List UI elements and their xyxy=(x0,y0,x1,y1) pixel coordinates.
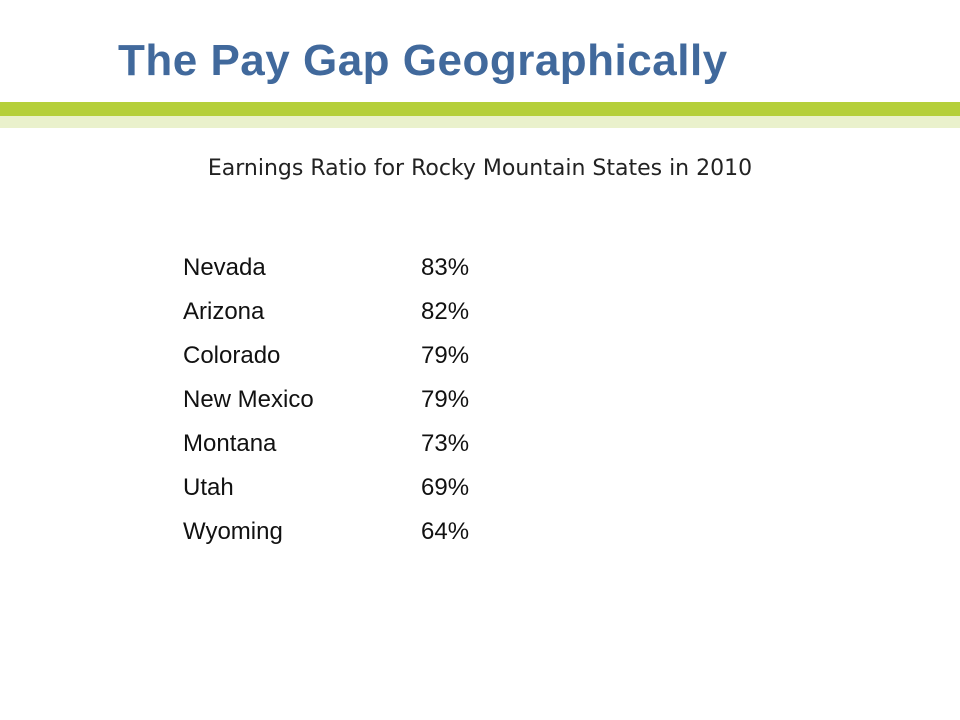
table-row: New Mexico 79% xyxy=(183,378,469,422)
subtitle: Earnings Ratio for Rocky Mountain States… xyxy=(207,156,753,181)
accent-bar xyxy=(0,102,960,116)
table-row: Montana 73% xyxy=(183,422,469,466)
state-name: Colorado xyxy=(183,342,281,369)
accent-bar-light xyxy=(0,116,960,128)
state-name: Nevada xyxy=(183,254,266,281)
state-name: Utah xyxy=(183,474,234,501)
earnings-ratio: 79% xyxy=(421,342,470,369)
earnings-ratio: 73% xyxy=(421,430,470,457)
table-row: Colorado 79% xyxy=(183,334,469,378)
slide-title: The Pay Gap Geographically xyxy=(118,36,728,85)
table-row: Arizona 82% xyxy=(183,290,469,334)
ratio-table: Nevada 83% Arizona 82% Colorado 79% New Mexico… xyxy=(183,246,469,554)
table-row: Nevada 83% xyxy=(183,246,469,290)
table-row: Wyoming 64% xyxy=(183,510,469,554)
earnings-ratio: 69% xyxy=(421,474,470,501)
earnings-ratio: 64% xyxy=(421,518,470,545)
earnings-ratio: 82% xyxy=(421,298,470,325)
state-name: Wyoming xyxy=(183,518,283,545)
earnings-ratio: 83% xyxy=(421,254,470,281)
state-name: New Mexico xyxy=(183,386,314,413)
table-row: Utah 69% xyxy=(183,466,469,510)
earnings-ratio: 79% xyxy=(421,386,470,413)
state-name: Montana xyxy=(183,430,277,457)
table-body: Nevada 83% Arizona 82% Colorado 79% New Mexico… xyxy=(183,246,469,554)
state-name: Arizona xyxy=(183,298,265,325)
